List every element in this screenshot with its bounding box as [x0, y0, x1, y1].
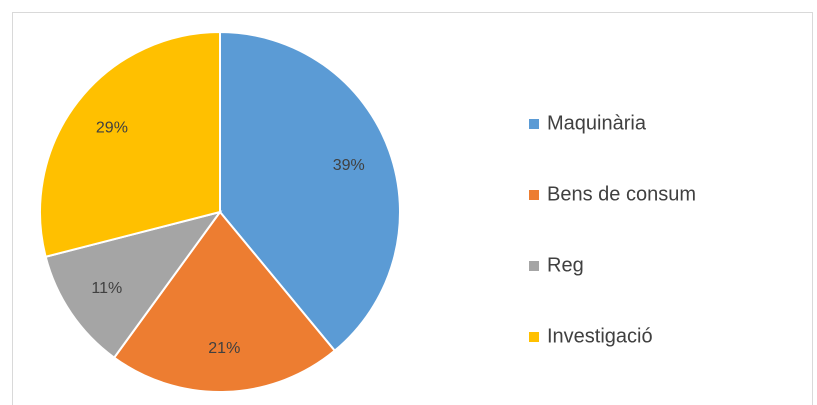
pie-slice — [219, 30, 401, 353]
pie-slice — [39, 30, 221, 258]
chart-border — [12, 12, 813, 405]
legend-label: Reg — [547, 254, 584, 276]
value-label: 39% — [333, 157, 365, 174]
legend-label: Maquinària — [547, 112, 647, 134]
legend-swatch — [529, 261, 539, 271]
legend-swatch — [529, 332, 539, 342]
value-label: 21% — [208, 340, 240, 357]
legend-swatch — [529, 119, 539, 129]
legend-label: Investigació — [547, 325, 653, 347]
value-label: 29% — [96, 119, 128, 136]
pie-slice — [112, 210, 337, 393]
legend-swatch — [529, 190, 539, 200]
value-label: 11% — [91, 280, 122, 297]
pie-slice — [44, 210, 223, 360]
legend-label: Bens de consum — [547, 183, 696, 205]
